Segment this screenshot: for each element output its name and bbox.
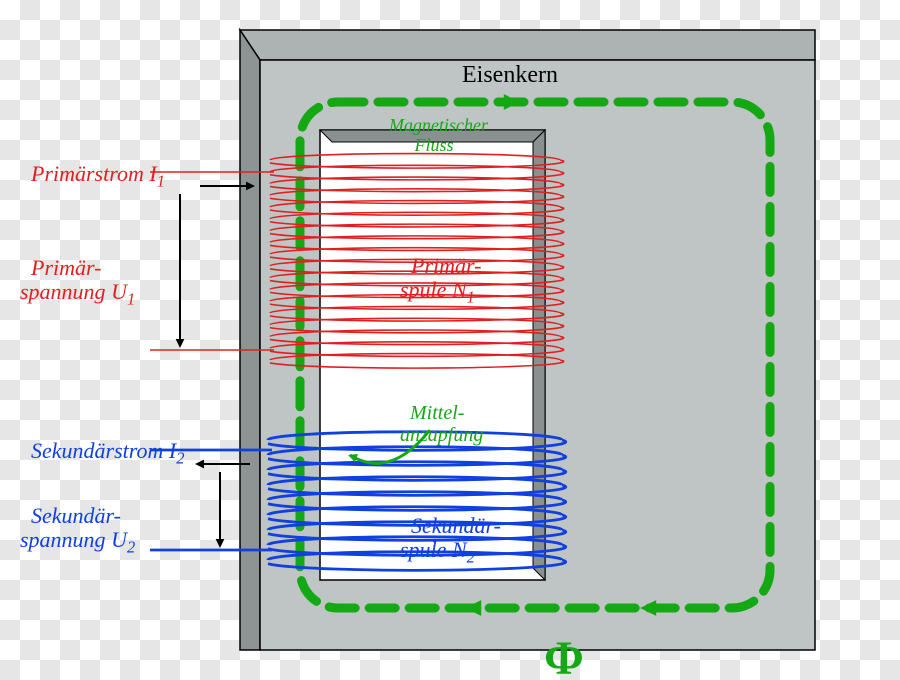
arrowhead	[176, 339, 185, 348]
window-right	[533, 130, 545, 580]
core-side	[240, 30, 260, 650]
secondary-coil-label: Sekundär- spule N2	[400, 490, 501, 567]
primary-coil-label: Primär- spule N1	[400, 230, 481, 307]
primary-voltage-label: Primär- spannung U1	[20, 232, 135, 309]
secondary-current-label: Sekundärstrom I2	[20, 415, 184, 468]
tap-label: Mittel- anzapfung	[400, 380, 483, 446]
primary-current-label: Primärstrom I1	[20, 138, 165, 191]
secondary-voltage-label: Sekundär- spannung U2	[20, 480, 135, 557]
eisenkern-label: Eisenkern	[450, 36, 558, 89]
arrowhead	[195, 460, 204, 469]
phi-symbol: Φ	[520, 580, 584, 680]
arrowhead	[216, 539, 225, 548]
flux-label: Magnetischer Fluss	[380, 96, 488, 155]
